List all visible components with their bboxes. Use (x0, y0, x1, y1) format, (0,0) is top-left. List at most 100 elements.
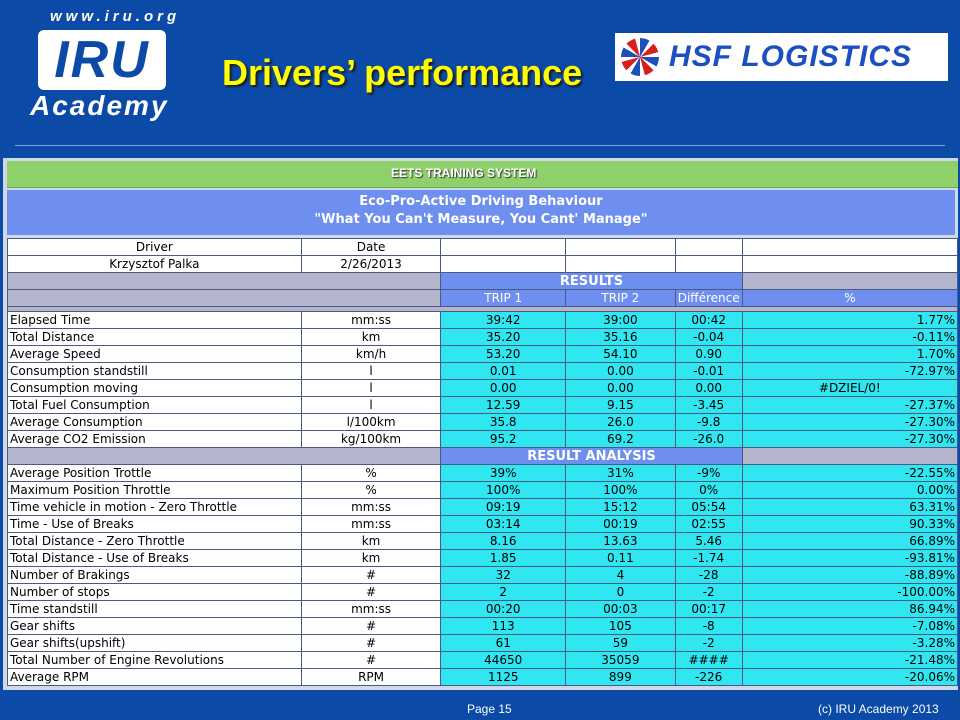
table-row: Time - Use of Breaks mm:ss 03:14 00:19 02:55… (7, 515, 958, 533)
table-row: Total Fuel Consumption l 12.59 9.15 -3.45 -27… (7, 396, 958, 414)
trip1-value: 39:42 (440, 311, 567, 329)
table-row: Average Consumption l/100km 35.8 26.0 -9.8 -2… (7, 413, 958, 431)
table-row: Average Speed km/h 53.20 54.10 0.90 1.70% (7, 345, 958, 363)
col-trip1-header: TRIP 1 (440, 289, 567, 307)
table-row: Average RPM RPM 1125 899 -226 -20.06% (7, 668, 958, 686)
trip2-value: 00:03 (565, 600, 676, 618)
table-row: Number of Brakings #32 4 -28 -88.89% (7, 566, 958, 584)
difference-value: 0.00 (674, 379, 743, 397)
percent-value: -93.81% (741, 549, 958, 567)
trip1-value: 53.20 (440, 345, 567, 363)
metric-unit: mm:ss (300, 600, 442, 618)
difference-value: 00:42 (674, 311, 743, 329)
metric-unit: mm:ss (300, 311, 442, 329)
metric-unit: RPM (300, 668, 442, 686)
metric-name: Time vehicle in motion - Zero Throttle (7, 498, 302, 516)
percent-value: -27.30% (741, 413, 958, 431)
percent-value: -21.48% (741, 651, 958, 669)
table-row: Total Number of Engine Revolutions #44650… (7, 651, 958, 669)
sheet-heading: Eco-Pro-Active Driving Behaviour "What Y… (7, 190, 955, 235)
metric-name: Average CO2 Emission (7, 430, 302, 448)
percent-value: -88.89% (741, 566, 958, 584)
difference-value: 00:17 (674, 600, 743, 618)
trip2-value: 0 (565, 583, 676, 601)
percent-value: 1.77% (741, 311, 958, 329)
trip2-value: 15:12 (565, 498, 676, 516)
difference-value: -3.45 (674, 396, 743, 414)
metric-unit: km (300, 549, 442, 567)
trip2-value: 4 (565, 566, 676, 584)
driver-name: Krzysztof Palka (7, 255, 302, 273)
metric-name: Maximum Position Throttle (7, 481, 302, 499)
percent-value: #DZIEL/0! (741, 379, 958, 397)
metric-name: Average RPM (7, 668, 302, 686)
trip1-value: 95.2 (440, 430, 567, 448)
system-title-bar: EETS TRAINING SYSTEM (7, 161, 958, 188)
difference-value: -26.0 (674, 430, 743, 448)
trip1-value: 35.20 (440, 328, 567, 346)
trip2-value: 00:19 (565, 515, 676, 533)
trip1-value: 32 (440, 566, 567, 584)
difference-value: -0.04 (674, 328, 743, 346)
percent-value: 86.94% (741, 600, 958, 618)
trip2-value: 54.10 (565, 345, 676, 363)
percent-value: -100.00% (741, 583, 958, 601)
difference-value: -28 (674, 566, 743, 584)
difference-value: 0.90 (674, 345, 743, 363)
metric-unit: l/100km (300, 413, 442, 431)
col-diff-header: Différence (674, 289, 743, 307)
results-section-row: RESULTS (6, 272, 958, 290)
hsf-logo-text: HSF LOGISTICS (669, 40, 913, 73)
difference-value: -9.8 (674, 413, 743, 431)
metric-name: Consumption standstill (7, 362, 302, 380)
trip1-value: 12.59 (440, 396, 567, 414)
difference-value: -8 (674, 617, 743, 635)
percent-value: -20.06% (741, 668, 958, 686)
difference-value: -0.01 (674, 362, 743, 380)
system-title: EETS TRAINING SYSTEM (391, 166, 537, 180)
difference-value: 0% (674, 481, 743, 499)
trip1-value: 1125 (440, 668, 567, 686)
trip2-value: 35.16 (565, 328, 676, 346)
metric-name: Gear shifts (7, 617, 302, 635)
copyright: (c) IRU Academy 2013 (818, 702, 939, 716)
metric-unit: l (300, 362, 442, 380)
trip2-value: 105 (565, 617, 676, 635)
trip1-value: 113 (440, 617, 567, 635)
difference-value: 5.46 (674, 532, 743, 550)
trip2-value: 13.63 (565, 532, 676, 550)
metric-name: Total Number of Engine Revolutions (7, 651, 302, 669)
percent-value: 1.70% (741, 345, 958, 363)
trip1-value: 2 (440, 583, 567, 601)
metric-name: Average Consumption (7, 413, 302, 431)
trip2-value: 0.00 (565, 379, 676, 397)
table-row: Consumption standstill l 0.01 0.00 -0.01 -72.… (7, 362, 958, 380)
metric-name: Average Position Trottle (7, 464, 302, 482)
sheet-heading-line2: "What You Can't Measure, You Cant' Manag… (314, 212, 648, 227)
metric-unit: # (300, 566, 442, 584)
results-label: RESULTS (440, 272, 743, 290)
table-row: Time standstill mm:ss 00:20 00:03 00:17 86.94… (7, 600, 958, 618)
metric-name: Time standstill (7, 600, 302, 618)
percent-value: -22.55% (741, 464, 958, 482)
difference-value: -9% (674, 464, 743, 482)
percent-value: 63.31% (741, 498, 958, 516)
difference-value: -2 (674, 583, 743, 601)
trip2-value: 59 (565, 634, 676, 652)
table-row: Elapsed Time mm:ss 39:42 39:00 00:42 1.77% (7, 311, 958, 329)
percent-value: 66.89% (741, 532, 958, 550)
percent-value: -0.11% (741, 328, 958, 346)
trip2-value: 0.11 (565, 549, 676, 567)
difference-value: 02:55 (674, 515, 743, 533)
trip2-value: 26.0 (565, 413, 676, 431)
table-row: Average Position Trottle% 39% 31% -9% -22.55… (7, 464, 958, 482)
trip2-value: 9.15 (565, 396, 676, 414)
trip1-value: 8.16 (440, 532, 567, 550)
trip1-value: 100% (440, 481, 567, 499)
academy-label: Academy (30, 90, 169, 121)
table-row: Total Distance km 35.20 35.16 -0.04 -0.11% (7, 328, 958, 346)
metric-name: Total Distance - Use of Breaks (7, 549, 302, 567)
metric-name: Average Speed (7, 345, 302, 363)
title-divider (15, 145, 945, 146)
trip2-value: 35059 (565, 651, 676, 669)
